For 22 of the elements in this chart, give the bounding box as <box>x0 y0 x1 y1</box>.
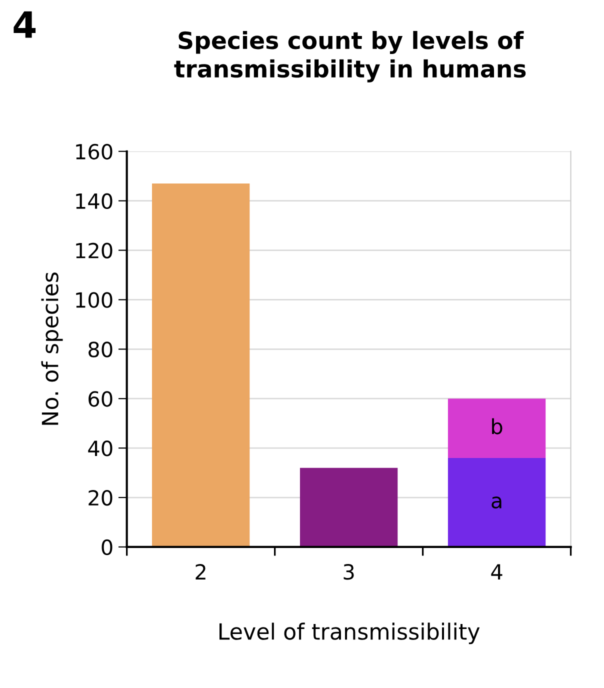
series-label: b <box>492 418 502 434</box>
y-tick-label: 160 <box>76 144 112 160</box>
x-tick-label: 3 <box>344 564 354 580</box>
x-axis-title: Level of transmissibility <box>220 622 480 644</box>
x-tick-label: 4 <box>491 564 502 580</box>
y-tick-label: 40 <box>88 440 112 456</box>
chart-title: Species count by levels of transmissibility in humans <box>174 30 526 82</box>
y-axis-title: No. of species <box>41 272 63 425</box>
y-tick-label: 0 <box>102 539 112 556</box>
y-tick-label: 140 <box>76 193 112 210</box>
y-tick-label: 20 <box>88 490 112 506</box>
bar <box>300 468 398 547</box>
bar <box>448 458 546 547</box>
x-tick-label: 2 <box>196 564 206 580</box>
y-tick-label: 80 <box>88 342 112 358</box>
y-tick-label: 120 <box>76 242 112 258</box>
y-tick-label: 100 <box>76 292 112 308</box>
bar <box>152 184 250 547</box>
series-label: a <box>492 496 502 508</box>
text: 4 <box>14 11 36 38</box>
y-tick-label: 60 <box>88 391 112 407</box>
bar <box>448 398 546 458</box>
